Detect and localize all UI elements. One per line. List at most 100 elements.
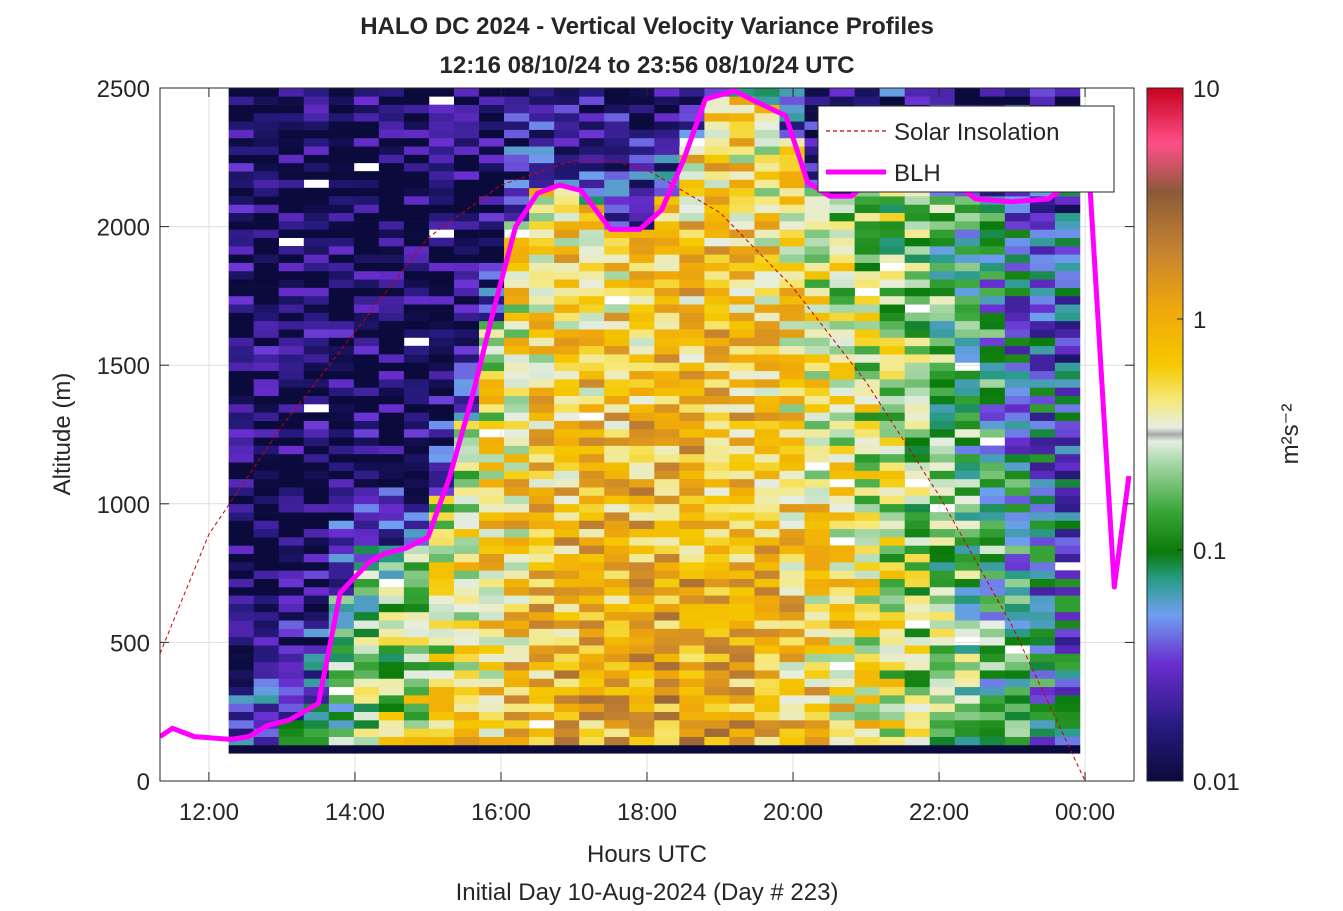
heatmap-cell xyxy=(729,645,755,654)
heatmap-cell xyxy=(954,445,981,455)
heatmap-cell xyxy=(704,270,730,280)
heatmap-cell xyxy=(679,362,705,372)
heatmap-cell xyxy=(979,362,1006,372)
heatmap-cell xyxy=(353,470,380,480)
heatmap-cell xyxy=(278,362,305,372)
heatmap-cell xyxy=(1004,428,1031,438)
heatmap-cell xyxy=(754,187,780,197)
heatmap-cell xyxy=(754,270,780,280)
heatmap-cell xyxy=(1054,478,1081,488)
heatmap-cell xyxy=(679,487,705,496)
heatmap-cell xyxy=(604,379,630,388)
heatmap-cell xyxy=(228,187,254,197)
heatmap-cell xyxy=(1054,470,1081,480)
heatmap-cell xyxy=(579,686,605,696)
heatmap-cell xyxy=(253,229,280,238)
heatmap-cell xyxy=(579,678,605,688)
heatmap-cell xyxy=(729,462,755,471)
heatmap-cell xyxy=(253,603,280,613)
y-axis-label: Altitude (m) xyxy=(49,373,76,496)
heatmap-cell xyxy=(1004,695,1031,704)
heatmap-cell xyxy=(779,720,805,729)
heatmap-cell xyxy=(879,545,905,554)
heatmap-cell xyxy=(328,237,355,247)
heatmap-cell xyxy=(654,695,680,704)
heatmap-cell xyxy=(353,229,380,238)
heatmap-cell xyxy=(504,736,530,746)
heatmap-cell xyxy=(729,628,755,638)
heatmap-cell xyxy=(453,453,480,463)
heatmap-cell xyxy=(529,661,555,671)
heatmap-cell xyxy=(253,295,280,305)
heatmap-cell xyxy=(378,586,405,596)
heatmap-cell xyxy=(879,603,905,613)
heatmap-cell xyxy=(1054,345,1081,355)
heatmap-cell xyxy=(729,512,755,521)
heatmap-cell xyxy=(1054,686,1081,696)
heatmap-cell xyxy=(604,512,630,521)
heatmap-cell xyxy=(303,445,330,455)
heatmap-cell xyxy=(453,395,480,405)
heatmap-cell xyxy=(353,204,380,214)
heatmap-cell xyxy=(504,420,530,430)
heatmap-cell xyxy=(979,237,1006,247)
heatmap-cell xyxy=(403,495,430,505)
heatmap-cell xyxy=(529,495,555,505)
heatmap-cell xyxy=(1054,96,1081,105)
heatmap-cell xyxy=(479,154,505,164)
heatmap-cell xyxy=(604,653,630,663)
heatmap-cell xyxy=(504,470,530,480)
heatmap-cell xyxy=(704,171,730,180)
heatmap-cell xyxy=(453,636,480,646)
heatmap-cell xyxy=(629,370,655,380)
heatmap-cell xyxy=(278,221,305,230)
heatmap-cell xyxy=(729,528,755,538)
heatmap-cell xyxy=(1004,487,1031,496)
heatmap-cell xyxy=(654,661,680,671)
heatmap-cell xyxy=(729,661,755,671)
heatmap-cell xyxy=(954,287,981,297)
heatmap-cell xyxy=(278,653,305,663)
heatmap-cell xyxy=(854,628,880,638)
heatmap-cell xyxy=(278,628,305,638)
heatmap-cell xyxy=(253,670,280,679)
heatmap-cell xyxy=(604,728,630,737)
heatmap-cell xyxy=(328,404,355,413)
heatmap-cell xyxy=(979,254,1006,263)
heatmap-cell xyxy=(353,395,380,405)
heatmap-cell xyxy=(303,370,330,380)
heatmap-cell xyxy=(579,553,605,563)
heatmap-cell xyxy=(854,428,880,438)
heatmap-cell xyxy=(228,586,254,596)
heatmap-cell xyxy=(629,645,655,654)
heatmap-cell xyxy=(654,512,680,521)
heatmap-cell xyxy=(428,345,455,355)
heatmap-cell xyxy=(979,503,1006,513)
heatmap-cell xyxy=(979,653,1006,663)
heatmap-cell xyxy=(879,528,905,538)
heatmap-cell xyxy=(353,528,380,538)
heatmap-cell xyxy=(1029,453,1056,463)
heatmap-cell xyxy=(854,370,880,380)
heatmap-cell xyxy=(353,703,380,712)
heatmap-cell xyxy=(604,146,630,155)
heatmap-cell xyxy=(328,179,355,189)
heatmap-cell xyxy=(328,495,355,505)
heatmap-cell xyxy=(554,187,580,197)
heatmap-cell xyxy=(328,229,355,238)
heatmap-cell xyxy=(579,445,605,455)
heatmap-cell xyxy=(1029,88,1056,97)
heatmap-cell xyxy=(1029,329,1056,338)
heatmap-cell xyxy=(804,653,830,663)
heatmap-cell xyxy=(804,736,830,746)
heatmap-cell xyxy=(629,320,655,330)
heatmap-cell xyxy=(529,562,555,571)
heatmap-cell xyxy=(353,720,380,729)
heatmap-cell xyxy=(253,537,280,546)
heatmap-cell xyxy=(1029,362,1056,372)
heatmap-cell xyxy=(704,711,730,721)
heatmap-cell xyxy=(554,254,580,263)
heatmap-cell xyxy=(779,279,805,288)
heatmap-cell xyxy=(679,162,705,172)
heatmap-cell xyxy=(328,412,355,421)
